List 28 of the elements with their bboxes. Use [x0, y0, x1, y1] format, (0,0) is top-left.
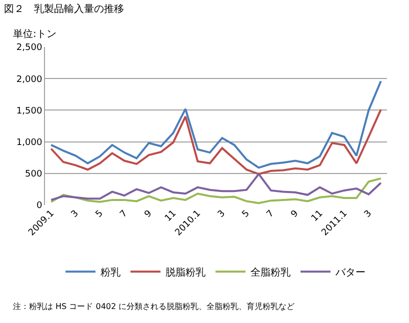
x-tick-label: 3: [216, 208, 228, 220]
x-tick-label: 3: [70, 208, 81, 220]
x-tick-label: 11: [163, 208, 179, 224]
x-tick-label: 5: [240, 208, 252, 220]
legend-label: 粉乳: [100, 266, 120, 279]
chart-title: 図２ 乳製品輸入量の推移: [4, 2, 124, 15]
x-tick-label: 7: [118, 208, 130, 220]
x-tick-label: 3: [362, 208, 374, 220]
y-tick-label: 1,500: [16, 106, 42, 116]
legend-label: 全脂粉乳: [250, 266, 290, 279]
legend-label: 脱脂粉乳: [166, 266, 206, 279]
text: 注：粉乳は HS コード 0402 に分類される脱脂粉乳、全脂粉乳、育児粉乳など: [13, 302, 295, 311]
y-tick-label: 0: [36, 201, 42, 212]
y-tick-label: 2,500: [16, 43, 42, 54]
line-series: [50, 173, 382, 201]
y-tick-label: 2,000: [16, 74, 42, 85]
line-series: [50, 80, 382, 169]
x-tick-label: 11: [310, 208, 326, 224]
line-series: [50, 108, 382, 176]
y-axis-title: 単位:トン: [13, 28, 56, 40]
y-tick-label: 500: [25, 170, 42, 180]
legend-label: バター: [334, 268, 366, 279]
x-tick-label: 5: [94, 208, 106, 220]
y-tick-label: 1,000: [16, 138, 42, 148]
line-series: [50, 177, 382, 204]
x-tick-label: 7: [265, 208, 276, 220]
x-tick-label: 9: [290, 208, 301, 220]
x-tick-label: 9: [142, 208, 154, 220]
